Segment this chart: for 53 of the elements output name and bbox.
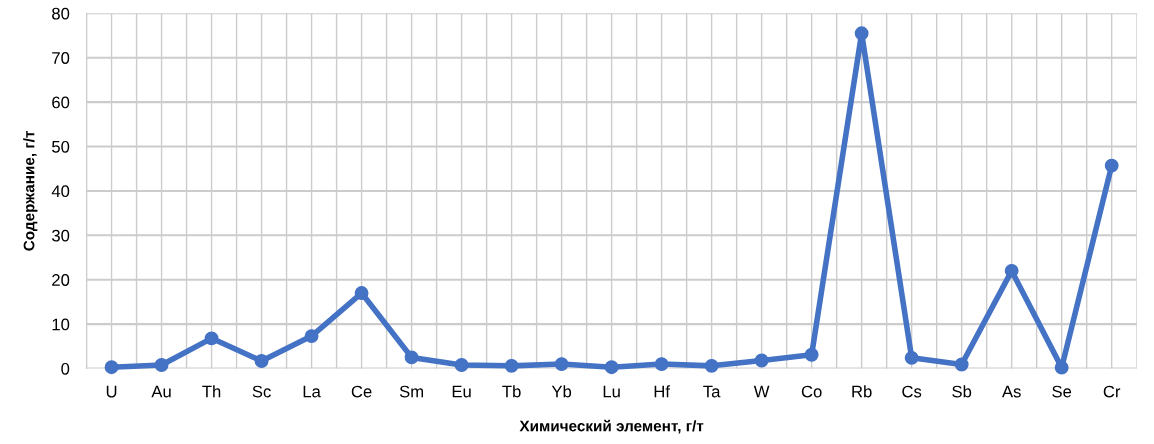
x-tick-label: U <box>106 385 117 398</box>
point <box>654 357 669 372</box>
y-tick-label: 80 <box>52 7 70 20</box>
point <box>404 350 419 365</box>
x-tick-label: Se <box>1052 385 1072 398</box>
y-tick-label: 30 <box>51 229 70 242</box>
y-tick-label: 60 <box>52 96 70 109</box>
point <box>504 358 519 373</box>
point <box>104 360 119 375</box>
x-tick-label: Th <box>202 385 221 398</box>
point <box>754 353 769 368</box>
point <box>904 350 919 365</box>
point <box>254 354 269 368</box>
x-tick-label: Sm <box>399 385 423 398</box>
x-tick-label: La <box>303 385 321 398</box>
y-tick-label: 10 <box>52 318 70 331</box>
x-tick-label: As <box>1001 385 1021 398</box>
point <box>454 358 469 372</box>
x-tick-label: Yb <box>551 385 572 398</box>
y-tick-label: 70 <box>52 52 70 64</box>
point <box>354 286 369 300</box>
point <box>704 358 719 373</box>
point <box>954 357 969 372</box>
point <box>1104 158 1119 173</box>
y-tick-label: 0 <box>61 362 70 375</box>
x-tick-label: Ce <box>351 385 372 398</box>
y-tick-label: 20 <box>52 274 70 286</box>
x-tick-label: Co <box>801 385 822 398</box>
point <box>604 360 619 375</box>
x-tick-label: Cr <box>1103 385 1121 398</box>
x-tick-label: Tb <box>502 385 521 398</box>
x-tick-label: Rb <box>852 385 872 398</box>
point <box>204 331 219 346</box>
y-axis-title: Содержание, г/т <box>23 131 38 251</box>
x-tick-label: Au <box>151 385 171 398</box>
x-tick-label: Eu <box>452 385 471 398</box>
point <box>1054 360 1069 375</box>
x-tick-label: Sc <box>252 385 271 398</box>
x-tick-label: Cs <box>902 385 922 398</box>
y-tick-label: 40 <box>51 185 70 198</box>
point <box>854 26 869 41</box>
point <box>304 329 319 344</box>
x-tick-label: Ta <box>703 385 721 398</box>
x-tick-label: W <box>753 385 770 398</box>
y-tick-label: 50 <box>52 140 70 153</box>
point <box>554 357 569 372</box>
point <box>154 358 169 372</box>
x-tick-label: Hf <box>654 385 670 398</box>
x-tick-label: Lu <box>603 385 620 398</box>
x-tick-label: Sb <box>952 385 972 398</box>
point <box>804 347 819 362</box>
x-axis-title: Химический элемент, г/т <box>519 419 704 434</box>
point <box>1004 263 1019 278</box>
